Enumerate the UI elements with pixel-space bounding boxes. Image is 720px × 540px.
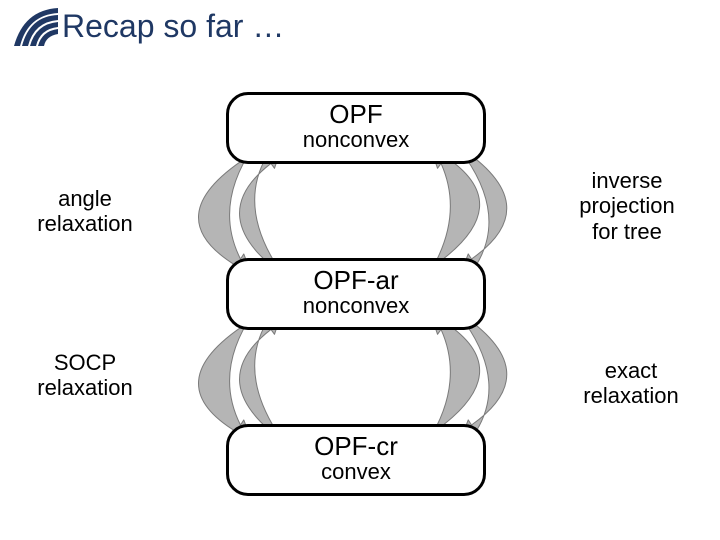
node-opf-ar: OPF-ar nonconvex: [226, 258, 486, 330]
node-opf-title: OPF: [229, 101, 483, 128]
label-socp-relaxation: SOCPrelaxation: [20, 350, 150, 401]
node-opf-cr: OPF-cr convex: [226, 424, 486, 496]
label-exact-relaxation: exactrelaxation: [556, 358, 706, 409]
node-opf-cr-title: OPF-cr: [229, 433, 483, 460]
node-opf-cr-subtitle: convex: [229, 460, 483, 483]
label-inverse-projection: inverseprojectionfor tree: [552, 168, 702, 244]
node-opf-ar-title: OPF-ar: [229, 267, 483, 294]
node-opf-subtitle: nonconvex: [229, 128, 483, 151]
label-angle-relaxation: anglerelaxation: [20, 186, 150, 237]
node-opf-ar-subtitle: nonconvex: [229, 294, 483, 317]
node-opf: OPF nonconvex: [226, 92, 486, 164]
slide: Recap so far … OPF nonconvex OPF-ar nonc…: [0, 0, 720, 540]
logo-icon: [12, 6, 60, 48]
page-title: Recap so far …: [62, 8, 284, 45]
